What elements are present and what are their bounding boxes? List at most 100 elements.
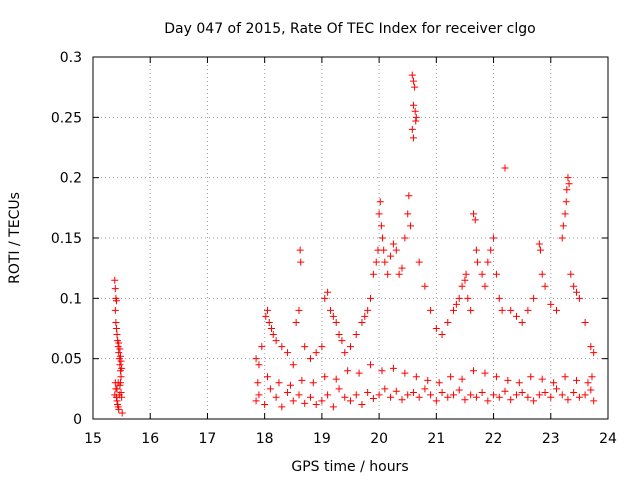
data-point bbox=[118, 393, 126, 401]
data-point bbox=[347, 343, 354, 351]
data-point bbox=[478, 388, 486, 396]
data-point bbox=[329, 312, 337, 320]
data-point bbox=[518, 388, 526, 396]
data-point bbox=[387, 393, 395, 401]
data-point bbox=[117, 373, 125, 381]
data-point bbox=[341, 393, 349, 401]
data-point bbox=[590, 397, 598, 405]
data-point bbox=[558, 234, 566, 242]
data-point bbox=[321, 373, 329, 381]
chart-title: Day 047 of 2015, Rate Of TEC Index for r… bbox=[164, 21, 535, 37]
data-point bbox=[570, 388, 578, 396]
data-point bbox=[324, 288, 332, 296]
data-point bbox=[114, 379, 122, 387]
data-point bbox=[118, 409, 126, 417]
data-point bbox=[252, 355, 260, 363]
data-point bbox=[113, 397, 121, 405]
data-point bbox=[375, 391, 383, 399]
y-tick-label: 0.15 bbox=[51, 231, 82, 247]
data-point bbox=[474, 258, 482, 266]
data-point bbox=[289, 361, 297, 369]
data-point bbox=[395, 270, 403, 278]
data-point bbox=[295, 306, 303, 314]
data-point bbox=[380, 246, 388, 254]
data-point bbox=[367, 294, 375, 302]
data-point bbox=[565, 180, 573, 188]
data-point bbox=[535, 391, 543, 399]
data-point bbox=[116, 352, 124, 360]
data-point bbox=[381, 258, 389, 266]
data-point bbox=[527, 373, 535, 381]
data-point bbox=[538, 270, 546, 278]
data-point bbox=[352, 331, 360, 339]
data-point bbox=[501, 164, 509, 172]
data-point bbox=[275, 379, 283, 387]
data-point bbox=[470, 210, 478, 218]
y-tick-label: 0.2 bbox=[60, 171, 82, 187]
data-point bbox=[455, 386, 463, 394]
data-point bbox=[326, 306, 334, 314]
data-point bbox=[547, 393, 555, 401]
data-point bbox=[409, 134, 417, 142]
data-point bbox=[409, 77, 417, 85]
data-point bbox=[409, 101, 417, 109]
data-point bbox=[255, 361, 263, 369]
data-point bbox=[561, 210, 569, 218]
data-point bbox=[427, 306, 435, 314]
x-tick-label: 21 bbox=[427, 431, 445, 447]
data-point bbox=[412, 113, 420, 121]
data-point bbox=[367, 361, 375, 369]
axis-ticks bbox=[92, 56, 609, 420]
data-point bbox=[284, 349, 292, 357]
data-point bbox=[484, 397, 492, 405]
data-point bbox=[113, 331, 121, 339]
data-point bbox=[401, 234, 409, 242]
data-point bbox=[481, 282, 489, 290]
data-point bbox=[408, 125, 416, 133]
data-point bbox=[538, 375, 546, 383]
x-tick-label: 17 bbox=[199, 431, 217, 447]
data-point bbox=[389, 240, 397, 248]
x-tick-label: 16 bbox=[141, 431, 159, 447]
data-point bbox=[335, 331, 343, 339]
x-tick-label: 18 bbox=[256, 431, 274, 447]
data-point bbox=[461, 276, 469, 284]
data-point bbox=[515, 379, 523, 387]
data-point bbox=[117, 357, 125, 365]
data-point bbox=[376, 198, 384, 206]
data-point bbox=[405, 192, 413, 200]
data-point bbox=[415, 393, 423, 401]
data-point bbox=[115, 339, 123, 347]
data-point bbox=[278, 343, 286, 351]
data-point bbox=[318, 397, 326, 405]
data-point bbox=[584, 379, 592, 387]
x-axis-label: GPS time / hours bbox=[291, 459, 408, 475]
data-point bbox=[450, 306, 457, 314]
data-point bbox=[115, 349, 123, 357]
data-point bbox=[118, 364, 126, 372]
data-point bbox=[498, 306, 506, 314]
data-point bbox=[332, 318, 340, 326]
data-point bbox=[588, 373, 596, 381]
data-point bbox=[587, 386, 595, 394]
data-points bbox=[111, 71, 598, 417]
data-point bbox=[301, 399, 309, 407]
data-point bbox=[284, 388, 292, 396]
data-point bbox=[507, 396, 515, 404]
data-point bbox=[464, 294, 472, 302]
data-point bbox=[458, 282, 466, 290]
data-point bbox=[512, 312, 520, 320]
x-tick-labels: 15 16 17 18 19 20 21 22 23 24 bbox=[84, 431, 617, 447]
x-tick-label: 24 bbox=[599, 431, 617, 447]
data-point bbox=[392, 246, 400, 254]
data-point bbox=[573, 288, 581, 296]
data-point bbox=[421, 282, 429, 290]
data-point bbox=[452, 300, 460, 308]
data-point bbox=[398, 396, 406, 404]
data-point bbox=[562, 198, 570, 206]
data-point bbox=[444, 318, 452, 326]
data-point bbox=[471, 216, 479, 224]
data-point bbox=[501, 387, 509, 395]
data-point bbox=[341, 349, 349, 357]
data-point bbox=[411, 83, 419, 91]
